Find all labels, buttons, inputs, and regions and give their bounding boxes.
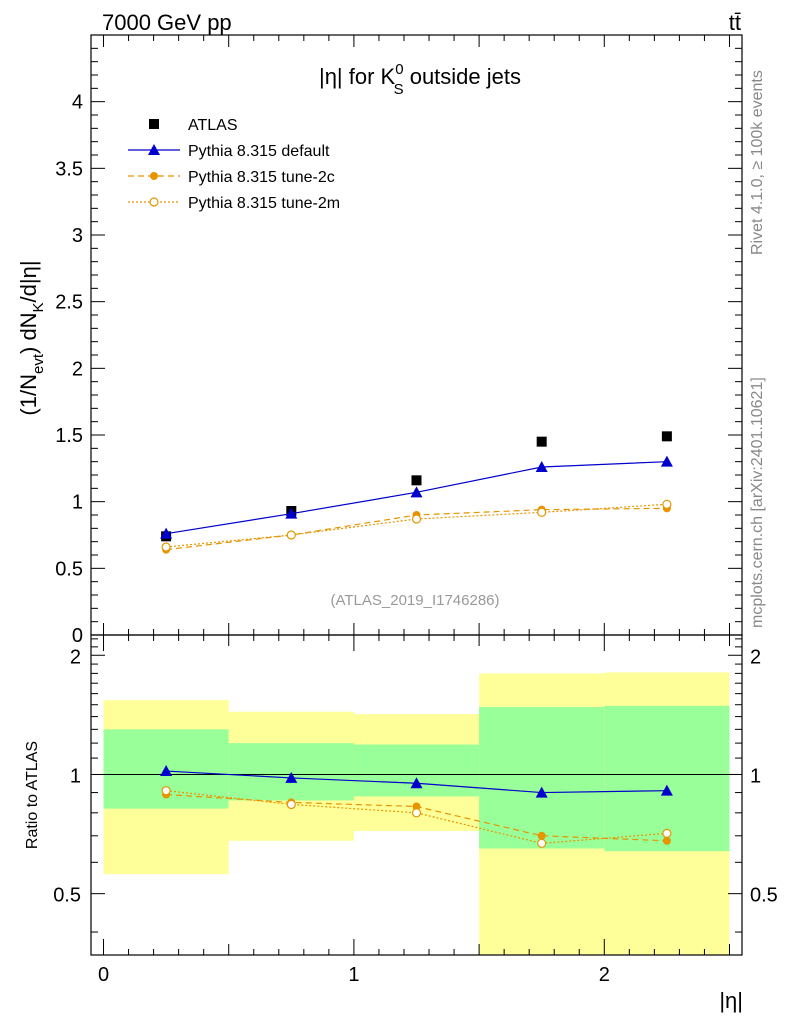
legend-marker [149, 197, 159, 207]
y-tick-label: 1.5 [55, 425, 83, 447]
ratio-frame [90, 634, 743, 956]
main-point-pythia-8-315-tune-2m [161, 542, 171, 552]
x-tick-label: 2 [599, 964, 610, 986]
ratio-y-tick-label-right: 0.5 [750, 885, 778, 907]
ratio-point-pythia-8-315-tune-2c [662, 836, 671, 845]
ratio-y-tick-label: 1 [70, 765, 81, 787]
ratio-axes: 0.5 0.5 1 1 2 2 0 1 2 [53, 634, 778, 986]
legend-label: Pythia 8.315 tune-2m [188, 195, 340, 212]
chart-title: |η| for K0 S outside jets [319, 61, 521, 98]
y-tick-label: 3 [72, 225, 83, 247]
y-tick-label: 2.5 [55, 292, 83, 314]
main-data-marks [160, 431, 673, 554]
ratio-point-pythia-8-315-tune-2m [537, 838, 547, 848]
ratio-data-marks [160, 765, 673, 848]
ratio-point-pythia-8-315-tune-2c [412, 802, 421, 811]
y-tick-label: 3.5 [55, 158, 83, 180]
y-tick-label: 2 [72, 358, 83, 380]
main-point-atlas [411, 475, 422, 486]
main-point-pythia-8-315-tune-2m [662, 499, 672, 509]
y-axis-label: (1/Nevt) dNK/d|η| [16, 260, 47, 415]
x-axis-label: |η| [719, 988, 743, 1013]
main-point-pythia-8-315-tune-2m [537, 507, 547, 517]
ratio-y-tick-label-right: 1 [750, 765, 761, 787]
legend-marker [148, 144, 160, 155]
main-point-pythia-8-315-tune-2m [411, 514, 422, 524]
ratio-y-tick-label: 0.5 [53, 885, 81, 907]
main-point-atlas [536, 436, 547, 447]
ratio-band-inner [479, 707, 605, 849]
main-point-pythia-8-315-tune-2m [286, 530, 296, 540]
y-tick-label: 1 [72, 492, 83, 514]
main-point-pythia-8-315-default [410, 486, 423, 498]
y-tick-label: 0 [72, 625, 83, 647]
legend-label: Pythia 8.315 default [188, 143, 330, 160]
energy-label: 7000 GeV pp [102, 10, 232, 35]
legend-label: ATLAS [188, 117, 238, 134]
main-point-pythia-8-315-default [535, 461, 548, 472]
ratio-band-inner [604, 705, 730, 852]
ratio-plot-panel: 0.5 0.5 1 1 2 2 0 1 2 Ratio to ATLAS |η| [24, 634, 778, 1013]
ratio-point-pythia-8-315-default [535, 786, 548, 798]
ratio-point-pythia-8-315-default [285, 771, 298, 783]
ratio-point-pythia-8-315-tune-2m [286, 799, 296, 810]
x-tick-label: 1 [348, 964, 359, 986]
ratio-point-pythia-8-315-tune-2m [161, 786, 171, 796]
main-point-pythia-8-315-default [285, 507, 298, 519]
y-tick-label: 4 [72, 92, 83, 114]
main-point-pythia-8-315-default [160, 527, 173, 539]
main-plot-panel: |η| for K0 S outside jets (1/Nevt) dNK/d|… [16, 34, 743, 647]
ratio-point-pythia-8-315-tune-2c [537, 831, 546, 840]
ratio-band-inner [228, 743, 354, 801]
ratio-y-tick-label: 2 [70, 646, 81, 668]
x-tick-label: 0 [98, 964, 109, 986]
legend: ATLAS Pythia 8.315 default Pythia 8.315 tu… [128, 117, 340, 212]
main-point-pythia-8-315-default [660, 455, 673, 467]
legend-label: Pythia 8.315 tune-2c [188, 169, 335, 186]
ratio-point-pythia-8-315-tune-2m [662, 828, 672, 838]
ratio-y-axis-label: Ratio to ATLAS [24, 741, 41, 849]
process-label: tt̄ [729, 10, 741, 35]
mcplots-label: mcplots.cern.ch [arXiv:2401.10621] [749, 377, 766, 628]
main-axes: 0 0.5 1 1.5 2 2.5 3 3.5 4 [55, 34, 743, 647]
ratio-band-inner [353, 744, 480, 797]
ratio-point-pythia-8-315-tune-2m [411, 808, 422, 818]
ratio-point-pythia-8-315-default [660, 784, 673, 796]
ratio-point-pythia-8-315-default [410, 777, 423, 789]
rivet-label: Rivet 4.1.0, ≥ 100k events [749, 70, 766, 255]
legend-marker [149, 119, 159, 129]
ratio-y-tick-label-right: 2 [750, 646, 761, 668]
main-point-atlas [661, 431, 672, 442]
legend-marker [150, 172, 158, 180]
analysis-watermark: (ATLAS_2019_I1746286) [330, 592, 499, 609]
y-tick-label: 0.5 [55, 558, 83, 580]
